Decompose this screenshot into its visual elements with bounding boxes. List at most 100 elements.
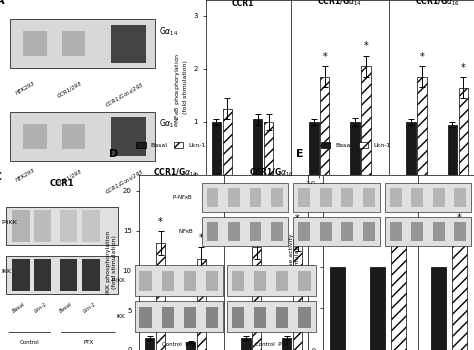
Bar [139, 271, 152, 291]
Bar [252, 247, 262, 350]
Bar [363, 222, 374, 241]
Text: *: * [295, 214, 300, 224]
Text: HEK293: HEK293 [15, 80, 36, 96]
Text: CCR1/G$\alpha_{16}$: CCR1/G$\alpha_{16}$ [249, 167, 294, 179]
Text: *: * [255, 222, 259, 231]
Bar [385, 217, 471, 246]
Bar [145, 338, 155, 350]
Bar [452, 227, 467, 350]
Text: Lkn-1: Lkn-1 [82, 301, 97, 313]
Text: P-IKK: P-IKK [111, 278, 125, 283]
Bar [9, 112, 155, 161]
Bar [82, 210, 100, 242]
Bar [184, 271, 196, 291]
Text: CCR1/293: CCR1/293 [57, 168, 83, 186]
Bar [186, 342, 195, 350]
Bar [293, 217, 380, 246]
Legend: Basal, Lkn-1: Basal, Lkn-1 [134, 140, 208, 150]
Bar [6, 206, 118, 245]
Bar [320, 188, 332, 207]
Bar [455, 188, 466, 207]
Bar [111, 117, 146, 156]
Text: Control  PTX: Control PTX [255, 342, 288, 347]
Bar [232, 271, 244, 291]
Text: G$\alpha_{14}$: G$\alpha_{14}$ [159, 25, 179, 38]
Bar [12, 210, 30, 242]
Bar [227, 265, 316, 296]
Bar [406, 122, 416, 175]
Legend: Basal, Lkn-1: Basal, Lkn-1 [319, 140, 393, 150]
Bar [111, 25, 146, 63]
Text: Lkn-1: Lkn-1 [34, 301, 48, 313]
Bar [431, 267, 446, 350]
Bar [228, 222, 240, 241]
Y-axis label: NF$\kappa$B phosphorylation
(fold stimulation): NF$\kappa$B phosphorylation (fold stimul… [173, 52, 188, 122]
Text: CCR1/G$\alpha_{14}$: CCR1/G$\alpha_{14}$ [153, 167, 198, 179]
Text: *: * [461, 63, 466, 73]
Bar [390, 188, 401, 207]
Text: CCR1: CCR1 [231, 0, 254, 8]
Bar [139, 307, 152, 328]
Bar [390, 222, 401, 241]
Text: *: * [419, 52, 424, 62]
Text: HEK293: HEK293 [15, 168, 36, 183]
Bar [202, 217, 288, 246]
Text: NF$\kappa$B: NF$\kappa$B [158, 262, 173, 270]
Bar [271, 222, 283, 241]
Text: *: * [364, 41, 368, 51]
Bar [135, 301, 223, 332]
Bar [455, 222, 466, 241]
Text: P-NF$\kappa$B: P-NF$\kappa$B [153, 238, 173, 245]
Bar [253, 119, 263, 175]
Bar [341, 188, 353, 207]
Text: CCR1/G$\alpha_{14}$/293: CCR1/G$\alpha_{14}$/293 [103, 80, 146, 110]
Bar [12, 259, 30, 290]
Text: A: A [0, 0, 5, 7]
Bar [162, 307, 174, 328]
Bar [241, 338, 251, 350]
Bar [361, 66, 371, 175]
Bar [309, 122, 319, 175]
Bar [197, 259, 206, 350]
Bar [330, 267, 345, 350]
Bar [417, 77, 427, 175]
Bar [448, 125, 457, 175]
Bar [320, 77, 329, 175]
Bar [363, 188, 374, 207]
Bar [250, 188, 262, 207]
Bar [206, 307, 218, 328]
Text: CCR1/G$\alpha_{16}$/293: CCR1/G$\alpha_{16}$/293 [103, 168, 146, 197]
Bar [184, 307, 196, 328]
Y-axis label: Luciferase activity
(fold stimulation): Luciferase activity (fold stimulation) [289, 234, 300, 291]
Bar [282, 338, 292, 350]
Bar [227, 301, 316, 332]
Bar [370, 267, 385, 350]
Text: PTX: PTX [83, 340, 93, 344]
Bar [254, 307, 266, 328]
Bar [298, 222, 310, 241]
Bar [293, 183, 380, 212]
Bar [212, 122, 221, 175]
Bar [23, 124, 46, 149]
Text: *: * [457, 212, 462, 223]
Bar [6, 256, 118, 294]
Text: *: * [396, 206, 401, 217]
Bar [34, 210, 51, 242]
Bar [385, 183, 471, 212]
Bar [459, 88, 468, 175]
Text: C: C [0, 172, 2, 182]
Bar [250, 222, 262, 241]
Text: G$\alpha_{16}$: G$\alpha_{16}$ [159, 118, 179, 131]
Text: CCR1: CCR1 [50, 178, 74, 188]
Bar [60, 259, 77, 290]
Text: NF$\kappa$B: NF$\kappa$B [178, 227, 193, 235]
Bar [341, 222, 353, 241]
Text: *: * [199, 233, 204, 243]
Text: E: E [296, 149, 303, 159]
Text: P-NF$\kappa$B: P-NF$\kappa$B [173, 193, 193, 201]
Text: *: * [158, 217, 163, 228]
Bar [82, 259, 100, 290]
Text: CCR1/293: CCR1/293 [57, 80, 83, 99]
Bar [156, 243, 165, 350]
Bar [23, 32, 46, 56]
